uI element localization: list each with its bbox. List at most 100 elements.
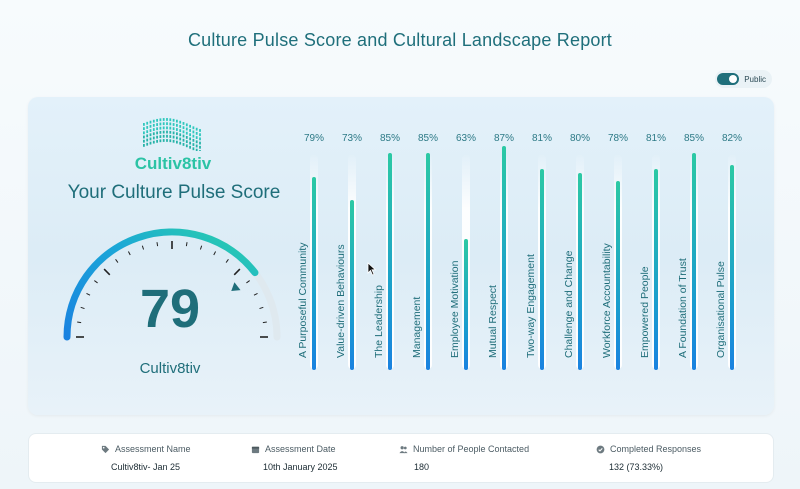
bar-label: Challenge and Change bbox=[563, 160, 577, 370]
logo-dot bbox=[189, 145, 191, 149]
bar-fill bbox=[312, 177, 316, 370]
bar-label-text: Empowered People bbox=[639, 266, 651, 358]
logo-dot bbox=[166, 122, 168, 126]
logo-dot bbox=[146, 126, 149, 129]
logo-dot bbox=[195, 148, 198, 151]
logo-dot bbox=[143, 135, 145, 139]
logo-dot bbox=[172, 123, 175, 126]
logo-dot bbox=[195, 131, 198, 135]
bar-label: Mutual Respect bbox=[487, 160, 501, 370]
gauge-tick bbox=[115, 259, 119, 263]
logo-dot bbox=[199, 145, 201, 149]
logo-dot bbox=[192, 126, 195, 130]
logo-dot bbox=[179, 137, 182, 141]
bar-fill bbox=[388, 153, 392, 370]
logo-dot bbox=[149, 129, 152, 132]
logo-dot bbox=[152, 128, 155, 131]
logo-dot bbox=[182, 122, 185, 125]
logo-dot bbox=[199, 129, 201, 132]
info-label: Assessment Date bbox=[265, 444, 336, 454]
logo-dot bbox=[176, 132, 178, 136]
logo-dot bbox=[143, 123, 145, 126]
gauge-tick bbox=[233, 268, 241, 276]
logo-dot bbox=[166, 118, 168, 121]
people-icon bbox=[399, 445, 408, 453]
bar-percentage: 85% bbox=[683, 133, 704, 144]
logo-dot bbox=[182, 138, 185, 142]
bar-percentage: 82% bbox=[721, 133, 742, 144]
logo-dot bbox=[185, 127, 188, 131]
gauge-tick bbox=[127, 251, 131, 256]
toggle-switch[interactable] bbox=[717, 73, 740, 85]
bar-column: 85% The Leadership bbox=[371, 130, 409, 370]
gauge-fill bbox=[63, 228, 259, 341]
info-value: 10th January 2025 bbox=[263, 462, 338, 472]
info-label: Assessment Name bbox=[115, 444, 191, 454]
bar-label-text: Mutual Respect bbox=[487, 285, 499, 358]
logo-wave-icon bbox=[143, 118, 201, 151]
bar-percentage: 87% bbox=[493, 133, 514, 144]
bar-label-text: Challenge and Change bbox=[563, 250, 575, 358]
logo-dot bbox=[182, 130, 185, 134]
logo-dot bbox=[182, 126, 185, 130]
logo-dot bbox=[143, 144, 145, 147]
gauge-tick bbox=[259, 306, 264, 310]
logo-dot bbox=[192, 130, 195, 134]
logo-dot bbox=[166, 130, 168, 134]
logo-dot bbox=[182, 134, 185, 138]
logo-dot bbox=[162, 130, 165, 134]
bar-label: Value-driven Behaviours bbox=[335, 160, 349, 370]
logo-dot bbox=[159, 126, 162, 130]
gauge-tick bbox=[262, 321, 267, 324]
logo-dot bbox=[189, 124, 191, 128]
logo-dot bbox=[172, 139, 175, 143]
logo-dot bbox=[146, 130, 149, 134]
gauge-tick bbox=[225, 259, 229, 263]
bar-fill bbox=[540, 169, 544, 370]
logo-dot bbox=[172, 127, 175, 131]
logo-dot bbox=[176, 119, 178, 123]
bar-percentage: 80% bbox=[569, 133, 590, 144]
bar-label: Organisational Pulse bbox=[715, 160, 729, 370]
logo-dot bbox=[162, 118, 165, 121]
logo-dot bbox=[143, 139, 145, 143]
logo-dot bbox=[185, 131, 188, 135]
bar-column: 82% Organisational Pulse bbox=[713, 130, 751, 370]
logo-dot bbox=[159, 130, 162, 134]
bar-label-text: Management bbox=[411, 296, 423, 358]
logo-dot bbox=[162, 126, 165, 130]
bar-column: 80% Challenge and Change bbox=[561, 130, 599, 370]
bar-label-text: Value-driven Behaviours bbox=[335, 244, 347, 358]
logo-dot bbox=[185, 140, 188, 144]
bar-percentage: 63% bbox=[455, 133, 476, 144]
logo-dot bbox=[169, 122, 172, 126]
logo-dot bbox=[192, 147, 195, 151]
logo-dot bbox=[179, 133, 182, 137]
logo-dot bbox=[199, 133, 201, 137]
info-value: 132 (73.33%) bbox=[609, 462, 664, 472]
public-toggle[interactable]: Public bbox=[715, 70, 772, 88]
info-value: Cultiv8tiv- Jan 25 bbox=[111, 462, 181, 472]
logo-dot bbox=[162, 122, 165, 126]
bar-fill bbox=[350, 200, 354, 370]
bar-percentage: 85% bbox=[379, 133, 400, 144]
logo-dot bbox=[189, 137, 191, 141]
info-completed-responses: Completed Responses 132 (73.33%) bbox=[596, 444, 701, 472]
logo-dot bbox=[199, 150, 201, 151]
logo-dot bbox=[172, 131, 175, 135]
bar-column: 81% Empowered People bbox=[637, 130, 675, 370]
logo-dot bbox=[169, 118, 172, 122]
logo-dot bbox=[169, 135, 172, 138]
gauge-tick bbox=[253, 292, 258, 296]
info-label: Number of People Contacted bbox=[413, 444, 530, 454]
logo-text: Cultiv8tiv bbox=[134, 154, 212, 173]
logo-dot bbox=[159, 135, 162, 138]
gauge-tick bbox=[77, 321, 82, 324]
bar-percentage: 73% bbox=[341, 133, 362, 144]
logo-dot bbox=[192, 138, 195, 142]
logo-dot bbox=[176, 123, 178, 127]
bar-column: 79% A Purposeful Community bbox=[295, 130, 333, 370]
bar-column: 85% A Foundation of Trust bbox=[675, 130, 713, 370]
logo-dot bbox=[156, 123, 158, 126]
bar-fill bbox=[426, 153, 430, 370]
